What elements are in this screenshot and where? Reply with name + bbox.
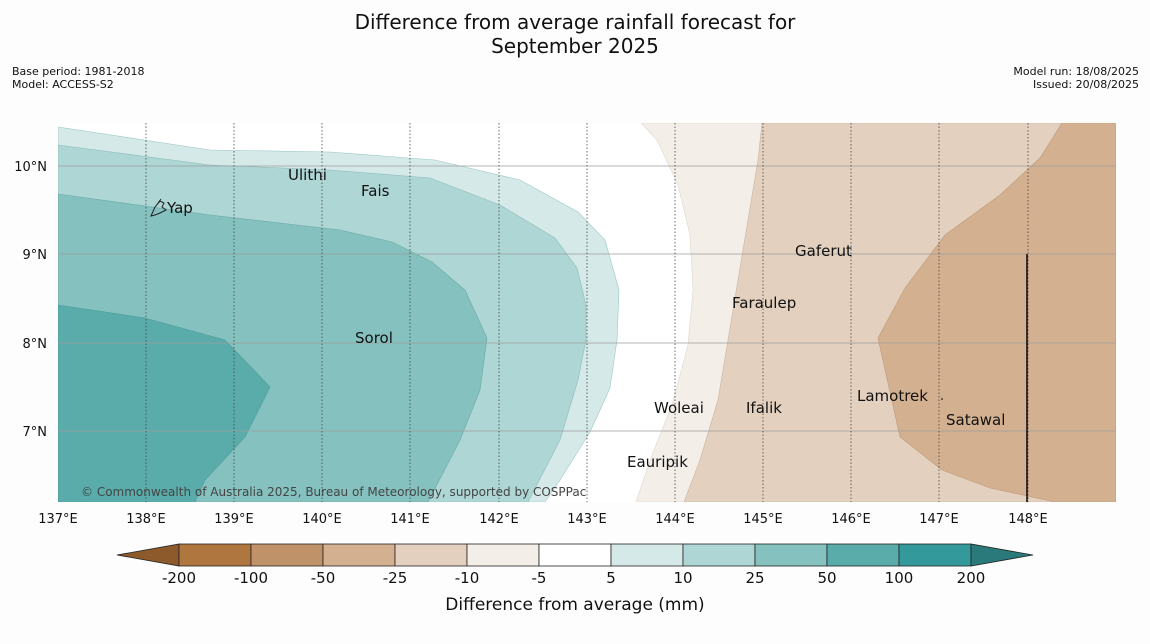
map-area: Ulithi Fais Yap Gaferut Faraulep Sorol W… [58, 123, 1116, 502]
place-sorol: Sorol [355, 329, 393, 347]
longitude-gridlines [145, 123, 1029, 502]
issued-text: Issued: 20/08/2025 [1032, 78, 1139, 91]
place-yap: Yap [166, 199, 193, 217]
place-satawal: Satawal [946, 411, 1005, 429]
colorbar-tick-label: 50 [817, 569, 836, 587]
colorbar-tick-label: 200 [957, 569, 986, 587]
latitude-labels: 10°N 9°N 8°N 7°N [14, 160, 47, 440]
colorbar-segment [610, 543, 684, 567]
colorbar-tick-label: 25 [745, 569, 764, 587]
title-line-2: September 2025 [491, 34, 659, 58]
colorbar-segment [538, 543, 612, 567]
colorbar-segment [322, 543, 396, 567]
contour-50-100 [58, 304, 271, 502]
place-labels: Ulithi Fais Yap Gaferut Faraulep Sorol W… [166, 166, 1005, 471]
colorbar-segment [250, 543, 324, 567]
model-run-text: Model run: 18/08/2025 [1013, 65, 1139, 78]
lon-label: 147°E [919, 512, 959, 527]
colorbar-tick-label: -50 [311, 569, 336, 587]
lon-label: 144°E [655, 512, 695, 527]
title-line-1: Difference from average rainfall forecas… [354, 10, 796, 34]
colorbar-tick-label: 5 [606, 569, 616, 587]
colorbar-extend-low [116, 543, 180, 567]
colorbar-tick-label: -100 [234, 569, 268, 587]
colorbar-segment [682, 543, 756, 567]
place-faraulep: Faraulep [732, 294, 796, 312]
lon-label: 146°E [831, 512, 871, 527]
base-period-text: Base period: 1981-2018 [12, 65, 145, 78]
lamotrek-dot [941, 398, 943, 400]
map-title: Difference from average rainfall forecas… [0, 10, 1150, 58]
place-fais: Fais [361, 182, 390, 200]
colorbar-segment [826, 543, 900, 567]
colorbar-segment [466, 543, 540, 567]
colorbar-title: Difference from average (mm) [445, 595, 704, 615]
contour-neg-25-50 [877, 123, 1116, 502]
lon-label: 141°E [390, 512, 430, 527]
lon-label: 139°E [214, 512, 254, 527]
copyright-text: © Commonwealth of Australia 2025, Bureau… [81, 485, 586, 499]
lon-label: 148°E [1008, 512, 1048, 527]
lat-label: 9°N [23, 248, 48, 263]
colorbar-tick-label: 100 [885, 569, 914, 587]
colorbar-tick-label: -10 [455, 569, 480, 587]
place-ifalik: Ifalik [746, 399, 782, 417]
colorbar-segment [394, 543, 468, 567]
lon-label: 142°E [479, 512, 519, 527]
model-text: Model: ACCESS-S2 [12, 78, 114, 91]
base-period-info: Base period: 1981-2018 Model: ACCESS-S2 [12, 65, 144, 91]
colorbar [116, 543, 1034, 567]
lat-label: 10°N [14, 160, 47, 175]
colorbar-segment [898, 543, 972, 567]
lon-label: 138°E [126, 512, 166, 527]
colorbar-segment [178, 543, 252, 567]
place-lamotrek: Lamotrek [857, 387, 928, 405]
longitude-labels: 137°E 138°E 139°E 140°E 141°E 142°E 143°… [38, 512, 1048, 527]
lon-label: 140°E [302, 512, 342, 527]
yap-island-outline [150, 198, 167, 217]
place-gaferut: Gaferut [795, 242, 852, 260]
lon-label: 145°E [743, 512, 783, 527]
lat-label: 8°N [23, 337, 48, 352]
lon-label: 143°E [567, 512, 607, 527]
colorbar-segment [754, 543, 828, 567]
colorbar-tick-label: -200 [162, 569, 196, 587]
issue-info: Model run: 18/08/2025 Issued: 20/08/2025 [1013, 65, 1139, 91]
colorbar-tick-label: 10 [673, 569, 692, 587]
colorbar-extend-high [970, 543, 1034, 567]
place-woleai: Woleai [654, 399, 704, 417]
place-eauripik: Eauripik [627, 453, 688, 471]
colorbar-tick-labels: -200 -100 -50 -25 -10 -5 5 10 25 50 100 … [162, 569, 985, 587]
colorbar-tick-label: -25 [383, 569, 408, 587]
lon-label: 137°E [38, 512, 78, 527]
colorbar-tick-label: -5 [532, 569, 547, 587]
place-ulithi: Ulithi [288, 166, 327, 184]
lat-label: 7°N [23, 425, 48, 440]
